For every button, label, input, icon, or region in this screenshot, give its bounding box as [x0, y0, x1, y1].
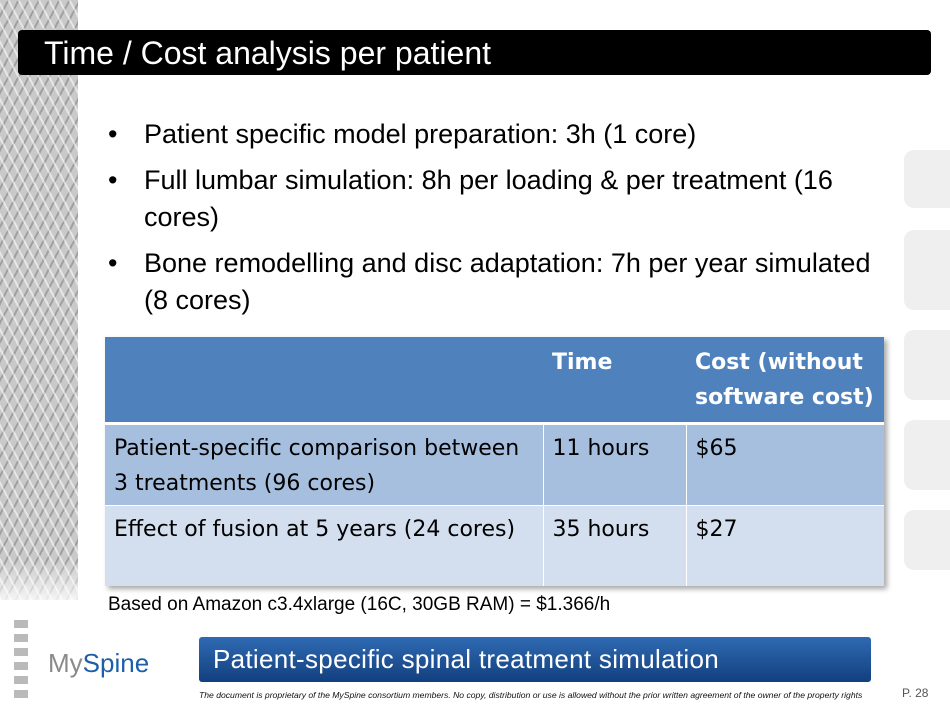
decorative-right-tab [904, 150, 950, 208]
table-header-row: Time Cost (without software cost) [105, 337, 884, 425]
table-cell: Effect of fusion at 5 years (24 cores) [105, 505, 544, 586]
table-cell: 11 hours [543, 423, 687, 506]
decorative-right-tab [904, 230, 950, 310]
bullet-marker: • [108, 165, 118, 195]
decorative-right-tab [904, 510, 950, 570]
banner-text: Patient-specific spinal treatment simula… [213, 644, 719, 674]
page-number: P. 28 [902, 686, 929, 700]
bullet-marker: • [108, 119, 118, 149]
left-strip-fade [0, 560, 78, 610]
decorative-dots [14, 620, 28, 700]
title-bar: Time / Cost analysis per patient [18, 30, 931, 75]
table-header-cell [105, 337, 543, 425]
slide-title: Time / Cost analysis per patient [44, 35, 491, 71]
bullet-marker: • [108, 248, 118, 278]
bullet-list: • Patient specific model preparation: 3h… [108, 116, 878, 328]
bullet-text: Patient specific model preparation: 3h (… [144, 119, 697, 149]
table-header-cell: Cost (without software cost) [686, 337, 884, 425]
table-row: Effect of fusion at 5 years (24 cores) 3… [105, 505, 884, 586]
bullet-text: Bone remodelling and disc adaptation: 7h… [144, 248, 871, 315]
table-cell: $27 [686, 505, 884, 586]
cost-table: Time Cost (without software cost) Patien… [105, 337, 884, 586]
myspine-logo: MySpine [48, 648, 149, 679]
footnote: Based on Amazon c3.4xlarge (16C, 30GB RA… [108, 594, 611, 615]
table-row: Patient-specific comparison between 3 tr… [105, 423, 884, 506]
decorative-right-tab [904, 420, 950, 490]
bullet-item: • Full lumbar simulation: 8h per loading… [108, 162, 878, 236]
logo-text-my: My [48, 648, 83, 678]
project-banner: Patient-specific spinal treatment simula… [199, 637, 871, 682]
decorative-right-tab [904, 330, 950, 400]
bullet-item: • Bone remodelling and disc adaptation: … [108, 245, 878, 319]
bullet-text: Full lumbar simulation: 8h per loading &… [144, 165, 833, 232]
table-cell: 35 hours [543, 505, 687, 586]
logo-text-spine: Spine [82, 648, 150, 678]
disclaimer: The document is proprietary of the MySpi… [199, 690, 863, 700]
bullet-item: • Patient specific model preparation: 3h… [108, 116, 878, 153]
table-header-cell: Time [543, 337, 686, 425]
table-cell: $65 [686, 423, 884, 506]
table-cell: Patient-specific comparison between 3 tr… [105, 423, 544, 506]
decorative-left-strip [0, 0, 78, 600]
